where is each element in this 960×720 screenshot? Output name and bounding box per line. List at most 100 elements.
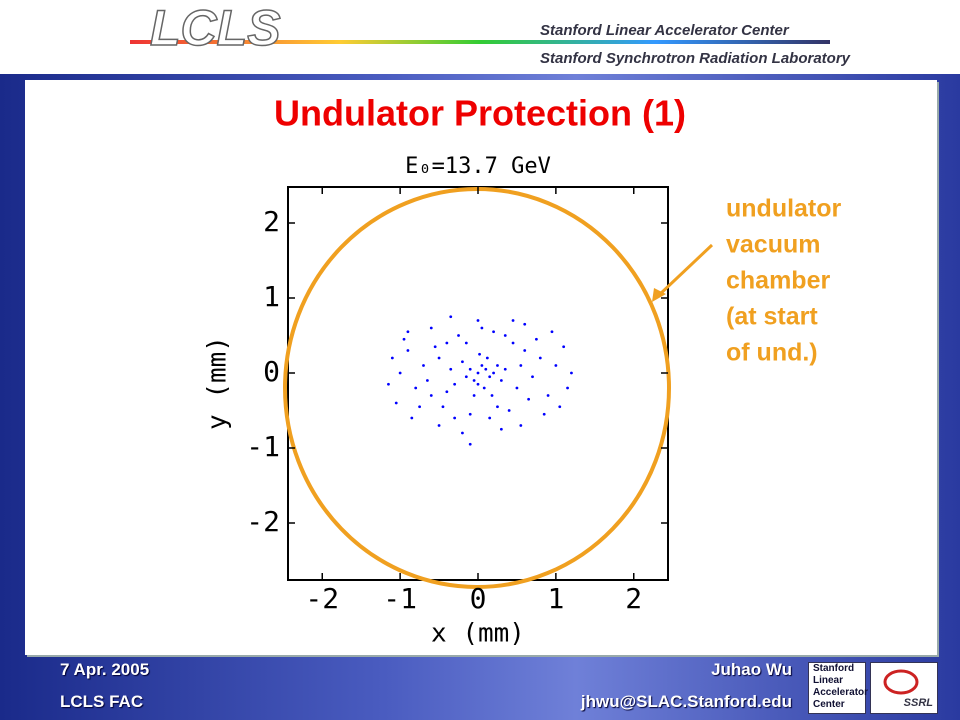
point	[422, 364, 425, 367]
author: Juhao Wu	[711, 660, 792, 679]
point	[402, 337, 406, 341]
point	[554, 364, 558, 367]
point	[492, 371, 495, 375]
chamber-circle	[283, 187, 671, 589]
point	[503, 367, 507, 371]
point	[484, 367, 488, 371]
point	[570, 371, 573, 375]
header: LCLS Stanford Linear Accelerator Center …	[0, 0, 960, 74]
logo: LCLS	[150, 0, 281, 56]
ssrl-text: SSRL	[903, 697, 933, 709]
email: jhwu@SLAC.Stanford.edu	[580, 692, 792, 711]
point	[476, 371, 480, 375]
point	[523, 349, 527, 352]
logo-line: Linear	[813, 675, 844, 686]
point	[490, 394, 494, 397]
point	[496, 405, 499, 409]
header-rule	[130, 40, 830, 44]
point	[476, 319, 480, 322]
point	[492, 330, 495, 334]
point	[457, 334, 460, 337]
chart-title: E₀=13.7 GeV	[405, 154, 551, 179]
point	[511, 319, 515, 322]
point	[531, 375, 534, 379]
point	[418, 405, 421, 409]
point	[485, 356, 489, 360]
point	[468, 442, 472, 446]
point	[406, 349, 410, 352]
point	[499, 379, 503, 382]
x-tick-label: 2	[625, 582, 642, 615]
annotation: vacuum	[726, 231, 820, 259]
point	[511, 341, 515, 345]
point	[437, 356, 441, 360]
point	[488, 375, 492, 379]
point	[468, 412, 472, 416]
point	[566, 386, 569, 390]
y-tick-label: -1	[246, 430, 280, 463]
point	[464, 375, 468, 379]
point	[453, 416, 457, 420]
logo-line: Stanford	[813, 663, 855, 674]
annotation: chamber	[726, 267, 830, 295]
point	[445, 390, 449, 394]
y-tick-label: 1	[263, 280, 280, 313]
point	[449, 315, 453, 319]
point	[538, 356, 542, 360]
ssrl-logo: SSRL	[870, 662, 938, 714]
annotation: undulator	[726, 195, 842, 223]
slac-logo: Stanford Linear Accelerator Center	[808, 662, 869, 714]
point	[437, 424, 441, 427]
logo-line: Center	[813, 699, 845, 710]
point	[445, 341, 449, 345]
point	[527, 397, 531, 401]
y-axis-label: y (mm)	[203, 336, 233, 430]
lab-name: Stanford Synchrotron Radiation Laborator…	[540, 50, 851, 67]
point	[429, 394, 433, 397]
point	[542, 412, 546, 416]
point	[453, 382, 457, 386]
point	[406, 330, 410, 334]
logo-line: Accelerator	[813, 687, 869, 698]
point	[394, 401, 398, 405]
point	[562, 345, 566, 349]
point	[515, 386, 519, 390]
x-tick-label: 0	[470, 582, 487, 615]
point	[546, 394, 550, 397]
annotation: of und.)	[726, 339, 818, 367]
annotation: (at start	[726, 303, 818, 331]
point	[499, 427, 503, 431]
point	[464, 341, 468, 345]
content-panel	[25, 80, 937, 655]
y-tick-label: 2	[263, 205, 280, 238]
x-tick-label: -2	[305, 582, 339, 615]
point	[433, 345, 437, 349]
point	[414, 386, 418, 390]
point	[503, 334, 507, 337]
x-axis-label: x (mm)	[431, 619, 525, 649]
point	[480, 364, 484, 367]
point	[496, 364, 499, 367]
point	[398, 371, 402, 375]
point	[390, 356, 394, 360]
x-tick-label: 1	[547, 582, 564, 615]
header-art: LCLS Stanford Linear Accelerator Center …	[130, 0, 851, 67]
point	[472, 394, 476, 397]
ssrl-ring	[883, 669, 919, 695]
point	[482, 386, 486, 390]
point	[550, 330, 554, 334]
point	[468, 367, 472, 371]
point	[387, 382, 390, 386]
slide-title: Undulator Protection (1)	[274, 93, 686, 134]
event: LCLS FAC	[60, 692, 144, 711]
x-tick-label: -1	[383, 582, 417, 615]
point	[523, 322, 527, 326]
point	[535, 337, 538, 341]
y-tick-label: -2	[246, 505, 280, 538]
point	[461, 431, 464, 435]
point	[472, 379, 476, 382]
lab-name: Stanford Linear Accelerator Center	[540, 22, 790, 39]
date: 7 Apr. 2005	[60, 660, 150, 679]
